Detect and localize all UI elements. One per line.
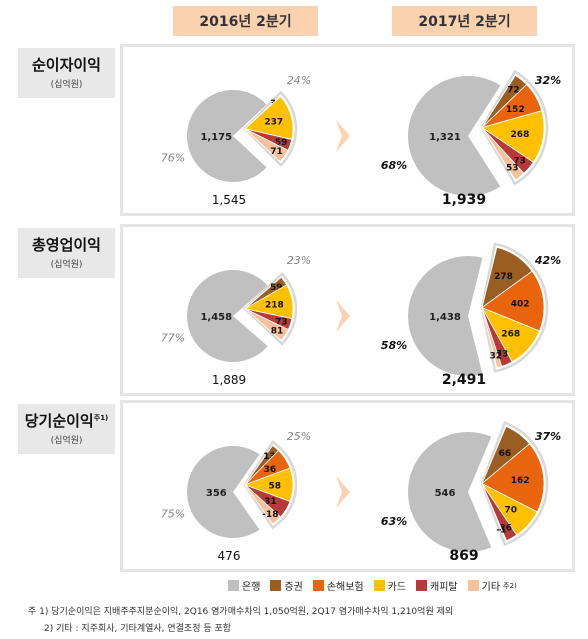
legend-item-securities: 증권 — [270, 578, 303, 593]
arrow-icon — [336, 476, 350, 508]
pie-slice-other — [481, 127, 525, 181]
others-percent-label: 37% — [535, 430, 561, 443]
others-percent-label: 25% — [287, 430, 311, 443]
row-label-net-income: 당기순이익주1) (십억원) — [18, 404, 115, 454]
data-label-capital: 73 — [513, 156, 526, 166]
pie-slice-bank — [407, 76, 501, 196]
row-unit: (십억원) — [50, 80, 83, 90]
data-label-card: 58 — [268, 481, 281, 491]
legend-item-card: 카드 — [373, 578, 406, 593]
pie-slice-other — [244, 128, 289, 163]
total-label: 1,545 — [212, 193, 246, 207]
pie-slice-bank — [408, 432, 492, 552]
others-percent-label: 23% — [287, 254, 311, 267]
legend-swatch — [373, 580, 385, 591]
row-label-total-operating: 총영업이익 (십억원) — [18, 228, 115, 278]
pie-slice-bank — [186, 270, 268, 362]
total-label: 1,889 — [212, 373, 246, 387]
others-percent-label: 42% — [534, 254, 561, 267]
pie-slice-insurance — [481, 270, 545, 332]
bank-percent-label: 63% — [381, 515, 407, 528]
period-header-2017: 2017년 2분기 — [392, 6, 537, 36]
legend-swatch — [228, 580, 239, 591]
pie-slice-bank — [187, 446, 260, 538]
footnote-1: 주 1) 당기순이익은 지배주주지분순이익, 2Q16 염가매수차익 1,050… — [28, 607, 454, 617]
row-unit: (십억원) — [50, 436, 83, 446]
others-percent-label: 32% — [535, 74, 561, 87]
data-label-insurance: 152 — [506, 105, 525, 115]
data-label-capital: 73 — [496, 349, 509, 359]
total-label: 2,491 — [442, 372, 486, 388]
data-label-bank: 546 — [435, 488, 456, 499]
others-percent-label: 24% — [287, 74, 311, 87]
pie-slice-insurance — [481, 443, 545, 513]
bank-percent-label: 76% — [161, 151, 185, 164]
data-label-other: 81 — [271, 326, 284, 336]
pie-slice-other — [244, 308, 289, 341]
data-label-bank: 1,438 — [429, 312, 461, 323]
legend-swatch — [416, 580, 428, 591]
total-label: 476 — [218, 549, 241, 563]
pie-slice-bank — [407, 256, 483, 376]
arrow-icon — [336, 120, 350, 152]
legend-item-bank: 은행 — [228, 578, 260, 593]
footnote-2: 2) 기타 : 지주회사, 기타계열사, 연결조정 등 포함 — [44, 624, 232, 634]
pie-slice-other — [481, 307, 503, 369]
row-title: 순이자이익 — [31, 56, 101, 74]
legend-item-other: 기타 주2) — [467, 578, 517, 593]
row-title: 총영업이익 — [31, 236, 101, 254]
row-unit: (십억원) — [50, 260, 83, 270]
data-label-securities: 59 — [270, 283, 283, 293]
pie-slice-card — [244, 95, 294, 140]
legend-item-insurance: 손해보험 — [312, 578, 364, 593]
pie-slice-bank — [186, 89, 267, 182]
data-label-bank: 1,175 — [200, 132, 232, 143]
data-label-card: 70 — [505, 506, 518, 516]
arrow-icon — [336, 300, 350, 332]
pie-slice-card — [481, 110, 545, 163]
data-label-other: 32 — [490, 352, 503, 362]
total-label: 1,939 — [442, 192, 486, 208]
bank-percent-label: 68% — [381, 159, 407, 172]
legend-item-capital: 캐피탈 — [416, 578, 458, 593]
data-label-capital: 59 — [275, 138, 288, 148]
data-label-insurance: 402 — [511, 300, 530, 310]
data-label-capital: 26 — [499, 524, 512, 534]
legend-swatch — [312, 580, 324, 591]
data-label-insurance: 36 — [264, 465, 277, 475]
data-label-other: 53 — [506, 163, 519, 173]
pie-slice-other — [481, 483, 507, 542]
legend-swatch — [270, 580, 282, 591]
data-label-securities: 72 — [507, 86, 520, 96]
data-label-securities: 13 — [263, 452, 276, 462]
row-label-net-interest: 순이자이익 (십억원) — [18, 48, 115, 98]
bank-percent-label: 77% — [161, 331, 185, 344]
data-label-securities: 278 — [494, 272, 513, 282]
data-label-capital: 31 — [264, 497, 277, 507]
bank-percent-label: 75% — [161, 507, 185, 520]
total-label: 869 — [449, 548, 478, 564]
row-title: 당기순이익주1) — [24, 412, 109, 430]
data-label-card: 268 — [511, 130, 530, 140]
data-label-card: 268 — [501, 330, 520, 340]
data-label-card: 218 — [265, 301, 284, 311]
data-label-bank: 1,458 — [200, 312, 232, 323]
data-label-other: -1 — [496, 526, 506, 536]
data-label-other: -18 — [262, 510, 278, 520]
period-header-2016: 2016년 2분기 — [173, 6, 318, 36]
data-label-insurance: 162 — [511, 476, 530, 486]
data-label-securities: 66 — [499, 449, 512, 459]
data-label-bank: 1,321 — [429, 132, 461, 143]
bank-percent-label: 58% — [381, 339, 407, 352]
legend-swatch — [467, 580, 479, 591]
data-label-capital: 73 — [275, 318, 288, 328]
pie-slice-other — [244, 484, 282, 525]
data-label-card: 237 — [264, 118, 283, 128]
data-label-bank: 356 — [206, 488, 227, 499]
data-label-other: 71 — [270, 147, 283, 157]
legend: 은행 증권 손해보험 카드 캐피탈 기타 주2) — [228, 578, 517, 593]
